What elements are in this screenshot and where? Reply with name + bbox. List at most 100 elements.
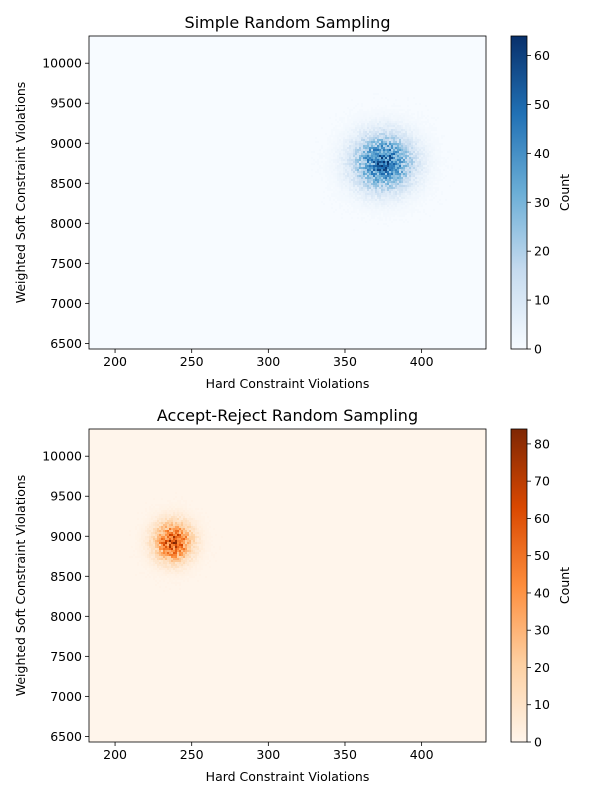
heatmap-cell bbox=[171, 540, 173, 542]
heatmap-cell bbox=[175, 584, 177, 586]
heatmap-cell bbox=[387, 157, 389, 159]
heatmap-cell bbox=[175, 524, 177, 526]
heatmap-cell bbox=[387, 205, 389, 207]
heatmap-cell bbox=[343, 125, 345, 127]
heatmap-cell bbox=[193, 574, 195, 576]
heatmap-cell bbox=[321, 147, 323, 149]
heatmap-cell bbox=[183, 500, 185, 502]
heatmap-cell bbox=[329, 181, 331, 183]
heatmap-cell bbox=[181, 574, 183, 576]
heatmap-cell bbox=[381, 121, 383, 123]
heatmap-cell bbox=[365, 159, 367, 161]
heatmap-cell bbox=[337, 121, 339, 123]
heatmap-cell bbox=[425, 131, 427, 133]
heatmap-cell bbox=[151, 568, 153, 570]
heatmap-cell bbox=[425, 123, 427, 125]
heatmap-cell bbox=[371, 209, 373, 211]
heatmap-cell bbox=[409, 157, 411, 159]
heatmap-cell bbox=[139, 536, 141, 538]
heatmap-cell bbox=[419, 123, 421, 125]
heatmap-cell bbox=[145, 520, 147, 522]
heatmap-cell bbox=[417, 157, 419, 159]
heatmap-cell bbox=[337, 189, 339, 191]
heatmap-cell bbox=[161, 556, 163, 558]
heatmap-cell bbox=[369, 121, 371, 123]
heatmap-cell bbox=[363, 137, 365, 139]
heatmap-cell bbox=[331, 207, 333, 209]
heatmap-cell bbox=[381, 109, 383, 111]
heatmap-cell bbox=[337, 139, 339, 141]
heatmap-cell bbox=[367, 193, 369, 195]
heatmap-cell bbox=[395, 131, 397, 133]
heatmap-cell bbox=[177, 528, 179, 530]
heatmap-cell bbox=[187, 520, 189, 522]
heatmap-cell bbox=[329, 151, 331, 153]
heatmap-cell bbox=[153, 566, 155, 568]
heatmap-cell bbox=[185, 576, 187, 578]
heatmap-cell bbox=[357, 183, 359, 185]
heatmap-cell bbox=[361, 207, 363, 209]
heatmap-cell bbox=[353, 117, 355, 119]
heatmap-cell bbox=[335, 131, 337, 133]
heatmap-cell bbox=[391, 191, 393, 193]
heatmap-cell bbox=[433, 135, 435, 137]
heatmap-cell bbox=[423, 193, 425, 195]
heatmap-cell bbox=[357, 201, 359, 203]
heatmap-cell bbox=[357, 113, 359, 115]
heatmap-cell bbox=[161, 518, 163, 520]
heatmap-cell bbox=[397, 165, 399, 167]
heatmap-cell bbox=[407, 165, 409, 167]
heatmap-cell bbox=[437, 171, 439, 173]
heatmap-cell bbox=[333, 127, 335, 129]
heatmap-cell bbox=[341, 163, 343, 165]
heatmap-cell bbox=[369, 165, 371, 167]
heatmap-cell bbox=[393, 175, 395, 177]
heatmap-cell bbox=[153, 512, 155, 514]
heatmap-cell bbox=[159, 580, 161, 582]
heatmap-cell bbox=[369, 171, 371, 173]
heatmap-cell bbox=[203, 558, 205, 560]
heatmap-cell bbox=[421, 135, 423, 137]
heatmap-cell bbox=[361, 179, 363, 181]
heatmap-cell bbox=[389, 139, 391, 141]
heatmap-cell bbox=[355, 193, 357, 195]
heatmap-cell bbox=[433, 187, 435, 189]
heatmap-cell bbox=[161, 540, 163, 542]
heatmap-cell bbox=[393, 183, 395, 185]
heatmap-cell bbox=[359, 205, 361, 207]
heatmap-cell bbox=[425, 195, 427, 197]
heatmap-cell bbox=[385, 153, 387, 155]
heatmap-cell bbox=[195, 538, 197, 540]
heatmap-cell bbox=[357, 139, 359, 141]
heatmap-cell bbox=[435, 151, 437, 153]
heatmap-cell bbox=[355, 127, 357, 129]
heatmap-cell bbox=[183, 520, 185, 522]
heatmap-cell bbox=[181, 576, 183, 578]
heatmap-cell bbox=[209, 550, 211, 552]
heatmap-cell bbox=[365, 195, 367, 197]
heatmap-cell bbox=[413, 117, 415, 119]
heatmap-cell bbox=[387, 119, 389, 121]
heatmap-cell bbox=[351, 171, 353, 173]
colorbar-tick-label: 30 bbox=[534, 195, 550, 210]
heatmap-cell bbox=[413, 153, 415, 155]
heatmap-cell bbox=[169, 532, 171, 534]
heatmap-cell bbox=[371, 153, 373, 155]
heatmap-cell bbox=[197, 560, 199, 562]
heatmap-cell bbox=[357, 103, 359, 105]
y-tick-label: 6500 bbox=[50, 336, 82, 351]
heatmap-cell bbox=[435, 141, 437, 143]
heatmap-cell bbox=[143, 554, 145, 556]
heatmap-cell bbox=[397, 109, 399, 111]
heatmap-cell bbox=[175, 576, 177, 578]
heatmap-cell bbox=[383, 211, 385, 213]
heatmap-cell bbox=[413, 143, 415, 145]
heatmap-cell bbox=[395, 117, 397, 119]
heatmap-cell bbox=[169, 550, 171, 552]
heatmap-cell bbox=[197, 516, 199, 518]
heatmap-cell bbox=[159, 510, 161, 512]
heatmap-cell bbox=[385, 213, 387, 215]
heatmap-cell bbox=[405, 127, 407, 129]
heatmap-cell bbox=[351, 117, 353, 119]
heatmap-cell bbox=[317, 171, 319, 173]
